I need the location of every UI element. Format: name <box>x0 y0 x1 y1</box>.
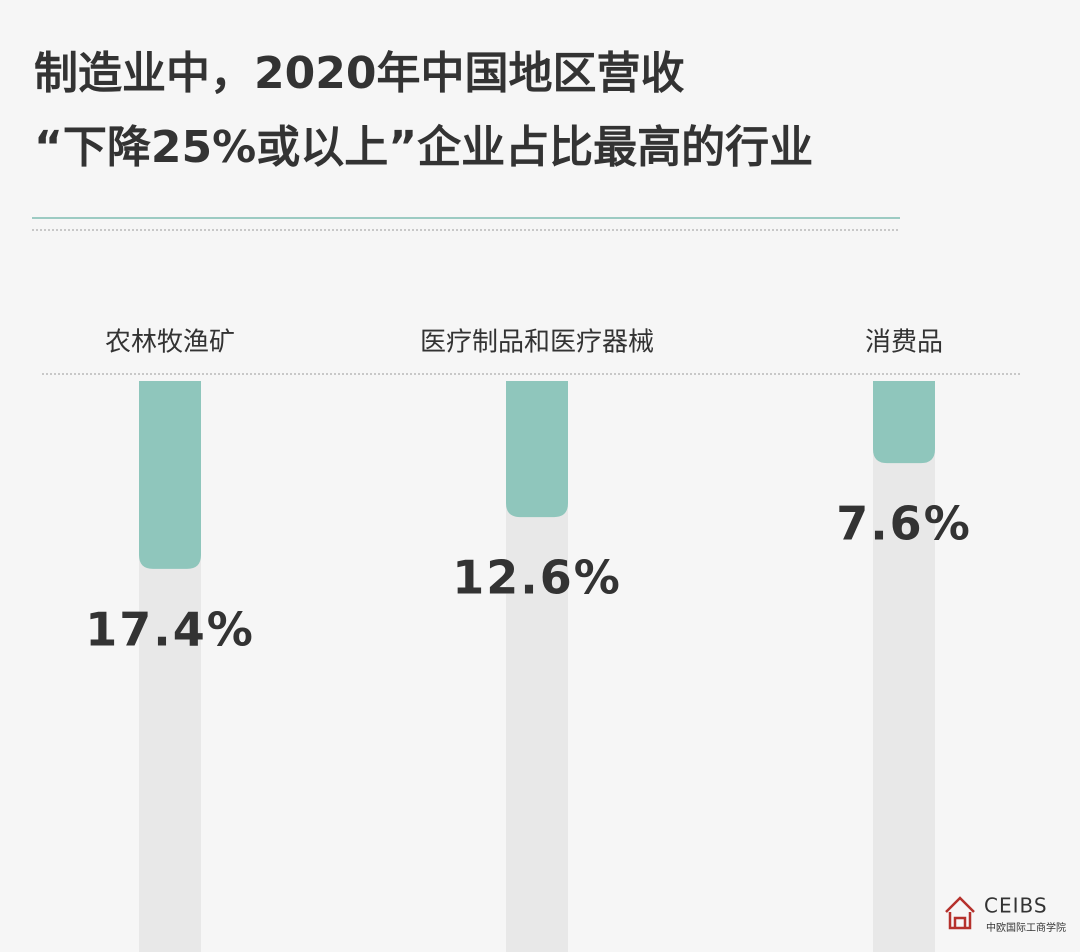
category-label: 消费品 <box>865 328 943 358</box>
chart-title: 制造业中，2020年中国地区营收 <box>34 48 684 99</box>
logo-text: CEIBS <box>984 894 1048 918</box>
category-label: 农林牧渔矿 <box>105 328 235 358</box>
bar <box>873 381 935 464</box>
value-label: 12.6% <box>452 551 622 605</box>
category-label: 医疗制品和医疗器械 <box>420 328 654 358</box>
logo-icon <box>945 896 975 930</box>
value-label: 7.6% <box>836 497 972 551</box>
chart-title: “下降25%或以上”企业占比最高的行业 <box>34 122 813 173</box>
bar <box>506 381 568 518</box>
logo: CEIBS 中欧国际工商学院 <box>945 894 1066 934</box>
value-label: 17.4% <box>85 602 255 656</box>
bar <box>139 381 201 569</box>
logo-subtitle: 中欧国际工商学院 <box>986 921 1066 934</box>
bar-track <box>873 381 935 952</box>
